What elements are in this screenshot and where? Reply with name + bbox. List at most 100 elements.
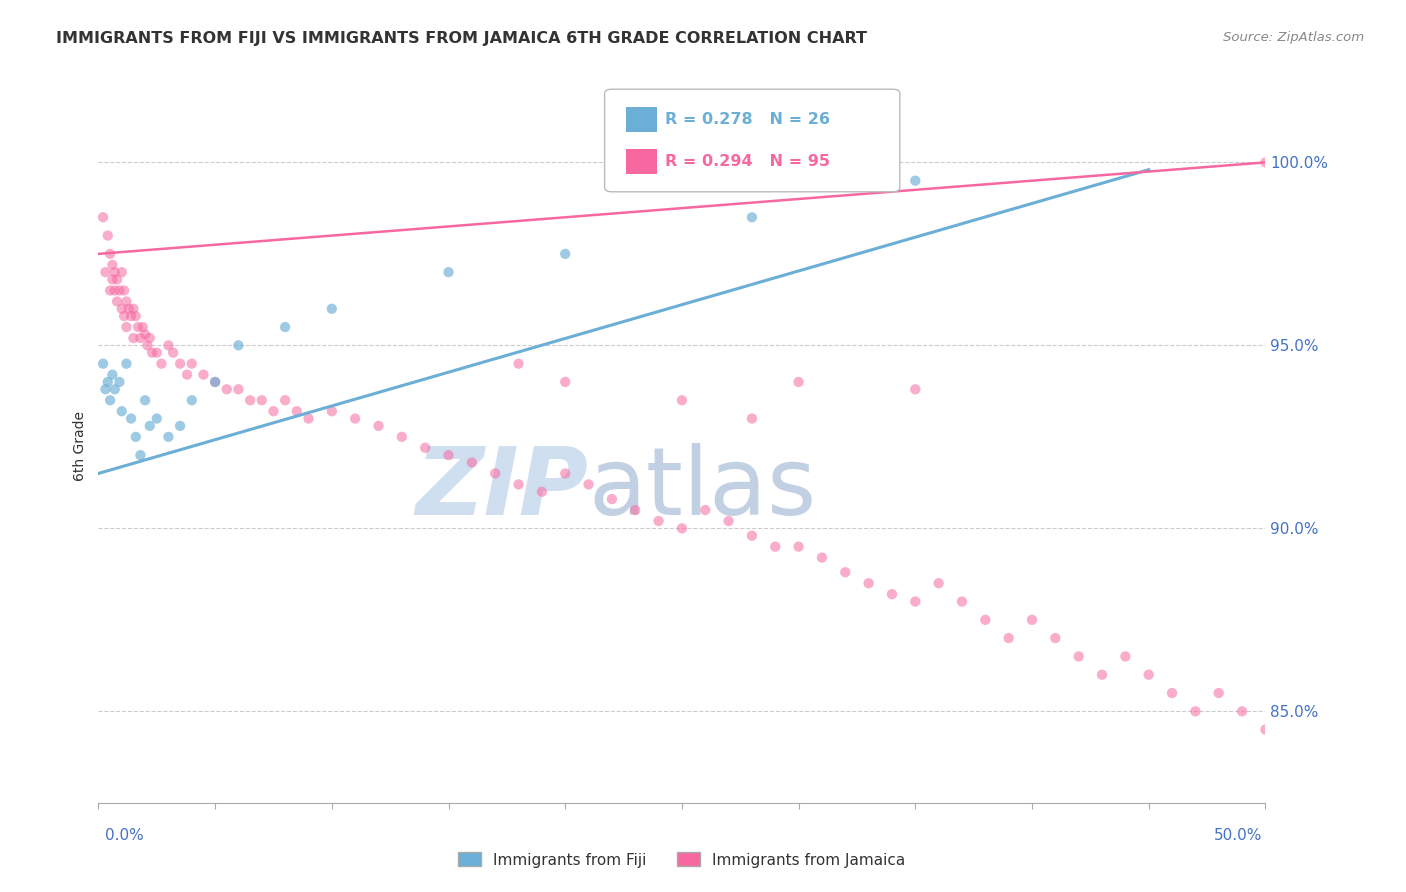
- Point: [127, 320, 149, 334]
- Text: 0.0%: 0.0%: [105, 828, 145, 843]
- Point: [250, 393, 273, 408]
- Point: [129, 448, 152, 462]
- Point: [122, 331, 145, 345]
- Point: [204, 375, 226, 389]
- Point: [104, 382, 127, 396]
- Point: [974, 613, 997, 627]
- Point: [671, 521, 693, 535]
- Point: [111, 301, 134, 316]
- Point: [98, 284, 121, 298]
- Point: [91, 357, 114, 371]
- Point: [1184, 704, 1206, 718]
- Point: [118, 301, 141, 316]
- Point: [169, 418, 191, 433]
- Point: [129, 331, 152, 345]
- Point: [122, 301, 145, 316]
- Point: [297, 411, 319, 425]
- Point: [94, 265, 117, 279]
- Text: atlas: atlas: [589, 442, 817, 535]
- Point: [321, 301, 343, 316]
- Point: [169, 357, 191, 371]
- Point: [112, 284, 135, 298]
- Point: [134, 327, 156, 342]
- Point: [741, 529, 763, 543]
- Point: [108, 375, 131, 389]
- Point: [367, 418, 389, 433]
- Point: [508, 357, 530, 371]
- Point: [180, 357, 202, 371]
- Point: [111, 404, 134, 418]
- Point: [136, 338, 159, 352]
- Point: [600, 491, 623, 506]
- Point: [101, 258, 124, 272]
- Point: [763, 540, 786, 554]
- Point: [108, 284, 131, 298]
- Point: [904, 382, 927, 396]
- Point: [904, 594, 927, 608]
- Point: [1114, 649, 1136, 664]
- Point: [950, 594, 973, 608]
- Point: [554, 467, 576, 481]
- Point: [928, 576, 950, 591]
- Point: [811, 550, 834, 565]
- Point: [132, 320, 155, 334]
- Point: [554, 247, 576, 261]
- Point: [484, 467, 506, 481]
- Point: [98, 247, 121, 261]
- Text: ZIP: ZIP: [416, 442, 589, 535]
- Point: [274, 320, 297, 334]
- Point: [624, 503, 647, 517]
- Point: [111, 265, 134, 279]
- Point: [880, 587, 903, 601]
- Point: [139, 418, 162, 433]
- Point: [904, 174, 927, 188]
- Point: [115, 357, 138, 371]
- Point: [162, 345, 184, 359]
- Point: [105, 272, 128, 286]
- Point: [146, 345, 169, 359]
- Text: Source: ZipAtlas.com: Source: ZipAtlas.com: [1223, 31, 1364, 45]
- Point: [125, 430, 148, 444]
- Point: [344, 411, 367, 425]
- Point: [228, 338, 250, 352]
- Point: [858, 576, 880, 591]
- Point: [530, 484, 553, 499]
- Point: [1161, 686, 1184, 700]
- Y-axis label: 6th Grade: 6th Grade: [73, 411, 87, 481]
- Point: [91, 211, 114, 225]
- Point: [1045, 631, 1067, 645]
- Point: [787, 540, 810, 554]
- Point: [508, 477, 530, 491]
- Point: [834, 566, 856, 580]
- Point: [105, 294, 128, 309]
- Point: [157, 430, 180, 444]
- Point: [139, 331, 162, 345]
- Point: [97, 375, 120, 389]
- Point: [671, 393, 693, 408]
- Point: [134, 393, 156, 408]
- Point: [97, 228, 120, 243]
- Point: [98, 393, 121, 408]
- Point: [120, 309, 142, 323]
- Point: [112, 309, 135, 323]
- Point: [125, 309, 148, 323]
- Point: [321, 404, 343, 418]
- Point: [1067, 649, 1090, 664]
- Point: [554, 375, 576, 389]
- Text: R = 0.294   N = 95: R = 0.294 N = 95: [665, 153, 830, 169]
- Point: [115, 320, 138, 334]
- Point: [647, 514, 669, 528]
- Point: [1208, 686, 1230, 700]
- Point: [741, 211, 763, 225]
- Point: [141, 345, 163, 359]
- Point: [274, 393, 297, 408]
- Point: [239, 393, 262, 408]
- Point: [104, 265, 127, 279]
- Text: R = 0.278   N = 26: R = 0.278 N = 26: [665, 112, 830, 128]
- Point: [204, 375, 226, 389]
- Point: [104, 284, 127, 298]
- Point: [193, 368, 215, 382]
- Point: [1230, 704, 1253, 718]
- Point: [1021, 613, 1043, 627]
- Point: [997, 631, 1019, 645]
